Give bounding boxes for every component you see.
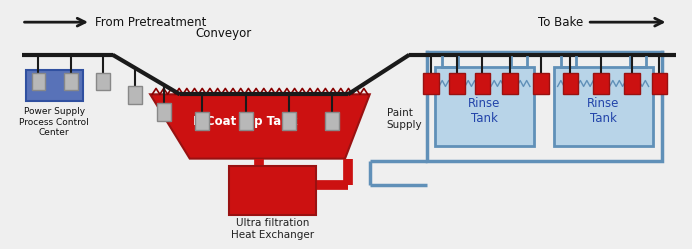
Bar [26, 70, 83, 101]
Bar [449, 73, 464, 94]
Text: To Bake: To Bake [538, 16, 583, 29]
Bar [32, 73, 46, 90]
Bar [563, 73, 579, 94]
Bar [427, 52, 662, 161]
Bar [475, 73, 491, 94]
Text: From Pretreatment: From Pretreatment [95, 16, 206, 29]
Text: Rinse
Tank: Rinse Tank [468, 97, 500, 125]
Bar [593, 73, 609, 94]
Bar [554, 67, 653, 146]
Bar [157, 103, 171, 121]
Bar [533, 73, 549, 94]
Bar [423, 73, 439, 94]
Bar [282, 112, 295, 130]
Bar [194, 112, 208, 130]
Text: Paint
Supply: Paint Supply [387, 108, 422, 130]
Bar [435, 67, 534, 146]
Bar [229, 166, 316, 215]
Bar [129, 86, 143, 104]
Text: Ultra filtration
Heat Exchanger: Ultra filtration Heat Exchanger [231, 218, 314, 240]
Bar [652, 73, 667, 94]
Polygon shape [150, 94, 370, 159]
Text: E-Coat Dip Tank: E-Coat Dip Tank [193, 115, 298, 128]
Text: Power Supply
Process Control
Center: Power Supply Process Control Center [19, 107, 89, 137]
Text: Rinse
Tank: Rinse Tank [587, 97, 619, 125]
Bar [502, 73, 518, 94]
Bar [239, 112, 253, 130]
Bar [325, 112, 339, 130]
Bar [64, 73, 78, 90]
Bar [624, 73, 639, 94]
Bar [95, 73, 109, 90]
Text: Conveyor: Conveyor [195, 27, 251, 40]
